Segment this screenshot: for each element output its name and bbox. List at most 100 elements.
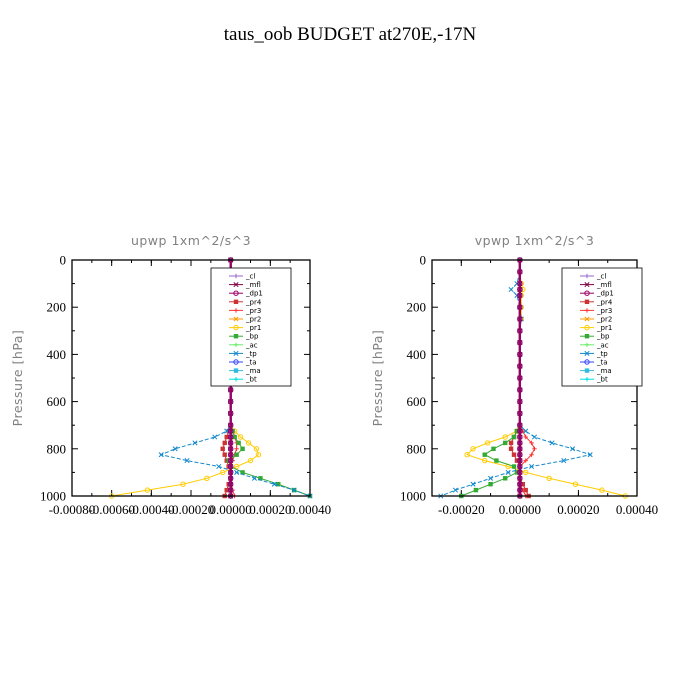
series-marker-tp (587, 452, 593, 458)
legend-box (561, 267, 643, 387)
x-tick-label: -0.00020 (168, 502, 215, 517)
series-marker-dp1 (227, 487, 234, 493)
series-marker-pr3 (234, 446, 239, 451)
series-marker-pr4 (523, 487, 528, 493)
series-marker-pr1 (572, 481, 579, 487)
series-marker-pr1 (204, 475, 210, 481)
series-marker-tp (271, 481, 277, 487)
y-tick-label: 0 (60, 253, 67, 268)
series-marker-bp (503, 440, 508, 446)
series-marker-pr4 (222, 452, 227, 457)
series-marker-pr1 (523, 469, 529, 476)
series-marker-tp (549, 440, 555, 446)
legend-marker (233, 359, 239, 365)
y-tick-label: 200 (47, 300, 67, 315)
series-marker-bp (514, 470, 520, 475)
legend-box (210, 267, 292, 387)
legend-entry: _pr1 (596, 324, 612, 332)
y-tick-label: 1000 (400, 489, 426, 504)
series-marker-dp1 (227, 440, 234, 446)
series-marker-pr1 (482, 457, 488, 464)
series-marker-pr1 (144, 487, 151, 493)
panel-title: vpwp 1xm^2/s^3 (475, 233, 595, 248)
series-marker-dp1 (517, 292, 523, 299)
series-marker-pr4 (224, 487, 229, 493)
series-marker-bp (511, 434, 517, 440)
series-marker-dp1 (517, 398, 523, 405)
legend-marker (233, 282, 239, 288)
series-marker-pr1 (180, 481, 186, 487)
series-marker-pr1 (253, 446, 260, 452)
series-marker-bp (514, 428, 520, 434)
legend: _cl_mfl_dp1_pr4_pr3_pr2_pr1_bp_ac_tp_ta_… (561, 267, 643, 387)
series-marker-tp (531, 434, 538, 440)
legend-marker (584, 282, 590, 288)
series-marker-pr1 (233, 463, 240, 470)
series-marker-dp1 (517, 304, 523, 310)
series-marker-dp1 (517, 446, 523, 452)
legend-entry: _pr4 (596, 298, 613, 306)
y-tick-label: 800 (407, 441, 427, 456)
series-marker-pr4 (222, 440, 227, 446)
y-tick-label: 600 (47, 394, 67, 409)
series-marker-pr4 (220, 446, 225, 451)
series-marker-dp1 (517, 452, 523, 458)
x-tick-label: -0.00040 (128, 502, 175, 517)
legend-marker (233, 334, 239, 339)
series-marker-pr4 (520, 482, 525, 487)
series-marker-tp (224, 428, 230, 434)
series-marker-dp1 (517, 387, 523, 393)
series-marker-dp1 (517, 457, 523, 464)
series-marker-dp1 (517, 375, 523, 381)
series-marker-tp (251, 475, 258, 481)
y-tick-label: 200 (407, 300, 427, 315)
series-marker-pr4 (514, 458, 520, 463)
series-marker-pr4 (508, 440, 514, 446)
series-marker-pr1 (220, 469, 226, 476)
legend-entry: _ac (245, 341, 258, 349)
legend: _cl_mfl_dp1_pr4_pr3_pr2_pr1_bp_ac_tp_ta_… (210, 267, 292, 387)
series-marker-pr1 (255, 452, 262, 458)
legend-entry: _pr2 (596, 316, 612, 324)
y-tick-label: 400 (47, 347, 67, 362)
series-marker-dp1 (517, 339, 523, 346)
series-marker-dp1 (517, 481, 523, 487)
series-marker-bp (234, 452, 239, 457)
legend-entry: _pr1 (245, 324, 261, 332)
panel-title: upwp 1xm^2/s^3 (131, 233, 251, 248)
plot-frame (71, 259, 311, 497)
panel-upwp: upwp 1xm^2/s^3 Pressure [hPa] 0 200 400 600 80… (10, 233, 331, 517)
legend-entry: _bp (245, 333, 259, 341)
series-marker-dp1 (517, 422, 523, 428)
series-marker-tp (570, 446, 576, 452)
legend-entry: _tp (245, 350, 257, 358)
series-marker-pr1 (237, 434, 244, 440)
series-marker-pr1 (502, 434, 508, 440)
series-marker-pr1 (247, 457, 254, 464)
series-marker-tp (158, 452, 164, 458)
legend-entry: _dp1 (596, 290, 614, 298)
legend-marker (584, 324, 590, 331)
legend-entry: _bt (245, 376, 257, 384)
series-marker-pr1 (464, 452, 470, 458)
legend-entry: _ma (245, 367, 261, 375)
series-marker-dp1 (227, 481, 234, 487)
series-marker-dp1 (517, 316, 523, 322)
series-marker-pr3 (532, 446, 537, 451)
series-marker-dp1 (517, 328, 523, 334)
legend-marker (233, 273, 239, 279)
legend-marker (584, 290, 590, 296)
series-marker-bp (232, 434, 237, 440)
legend-entry: _mfl (596, 281, 612, 289)
series-marker-tp (488, 475, 494, 481)
series-marker-pr1 (470, 446, 476, 452)
series-marker-dp1 (227, 428, 234, 434)
series-marker-dp1 (517, 434, 523, 440)
x-tick-label: 0.00040 (616, 502, 658, 517)
series-marker-dp1 (227, 387, 234, 393)
legend-entry: _bp (596, 333, 610, 341)
series-marker-bp (482, 452, 487, 457)
y-tick-label: 1000 (40, 489, 66, 504)
series-marker-bp (240, 446, 245, 451)
series-marker-bp (494, 458, 499, 463)
